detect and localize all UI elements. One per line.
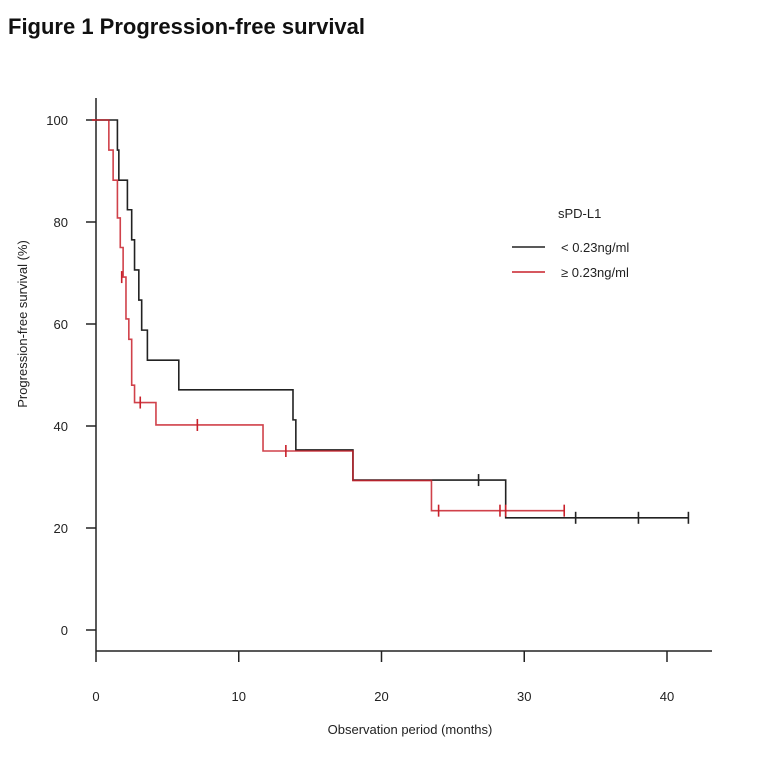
survival-curve: [96, 119, 689, 519]
y-tick-label: 100: [46, 113, 68, 128]
y-tick-label: 20: [54, 521, 68, 536]
axes: 0 20 40 60 80 100 0 10 20 30 40: [46, 98, 712, 704]
series-low-spdl1: [96, 119, 690, 524]
series-high-spdl1: [96, 119, 566, 517]
y-tick-label: 40: [54, 419, 68, 434]
series-layer: [92, 119, 690, 524]
legend-title: sPD-L1: [558, 206, 601, 221]
survival-curve: [96, 119, 565, 512]
x-tick-label: 20: [374, 689, 388, 704]
x-ticks: 0 10 20 30 40: [92, 651, 674, 704]
x-tick-label: 10: [232, 689, 246, 704]
y-axis-label: Progression-free survival (%): [15, 240, 30, 408]
figure-title: Figure 1 Progression-free survival: [8, 14, 366, 39]
y-tick-label: 0: [61, 623, 68, 638]
y-tick-label: 80: [54, 215, 68, 230]
legend: sPD-L1 < 0.23ng/ml ≥ 0.23ng/ml: [512, 206, 629, 280]
x-axis-label: Observation period (months): [328, 722, 493, 737]
x-tick-label: 40: [660, 689, 674, 704]
y-tick-label: 60: [54, 317, 68, 332]
y-ticks: 0 20 40 60 80 100: [46, 113, 96, 638]
x-tick-label: 0: [92, 689, 99, 704]
legend-entry-low: < 0.23ng/ml: [561, 240, 629, 255]
x-tick-label: 30: [517, 689, 531, 704]
legend-entry-high: ≥ 0.23ng/ml: [561, 265, 629, 280]
